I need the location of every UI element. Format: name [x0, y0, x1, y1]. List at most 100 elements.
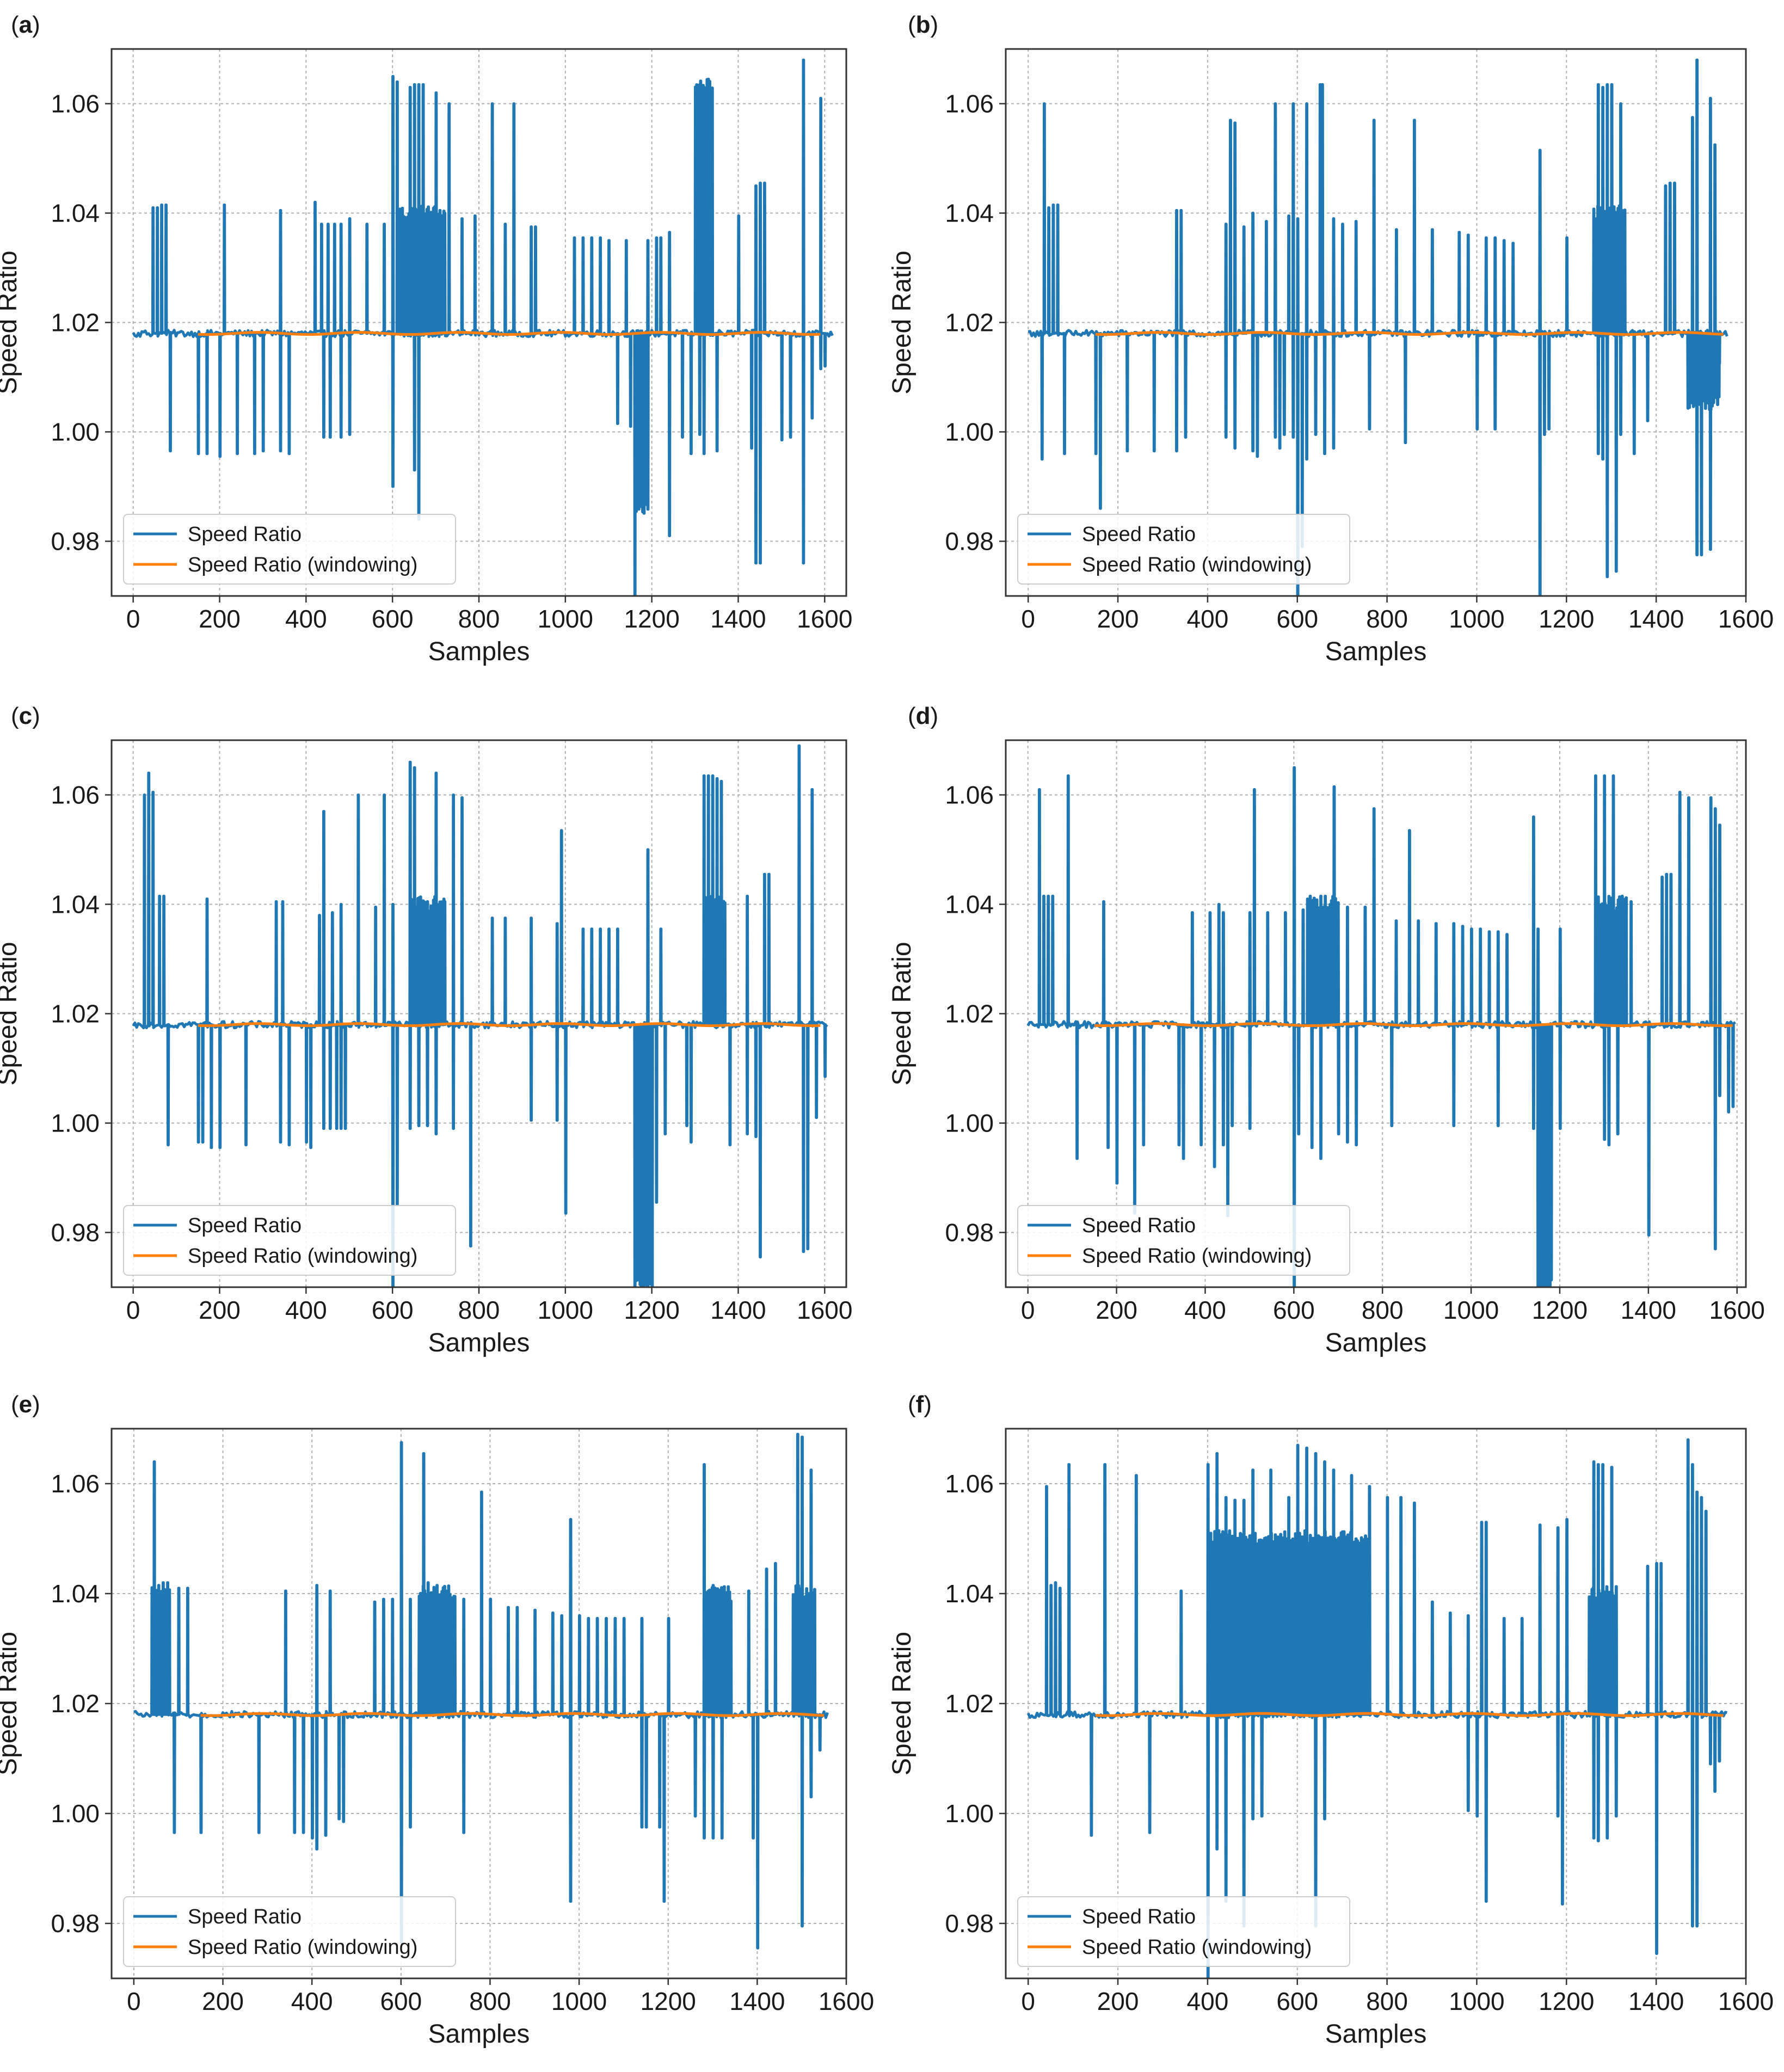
- legend-label: Speed Ratio (windowing): [188, 1245, 417, 1268]
- x-tick-label: 600: [1273, 1296, 1315, 1324]
- x-tick-label: 0: [126, 1296, 140, 1324]
- x-axis-label: Samples: [1325, 637, 1427, 666]
- legend: Speed Ratio Speed Ratio (windowing): [123, 1205, 456, 1276]
- y-tick-label: 1.00: [945, 1799, 994, 1828]
- x-tick-label: 1200: [641, 1987, 696, 2015]
- y-tick-label: 1.04: [945, 1579, 994, 1608]
- y-tick-label: 1.04: [945, 199, 994, 228]
- y-tick-label: 1.02: [51, 309, 100, 337]
- legend-box: [123, 514, 456, 585]
- y-tick-label: 1.06: [945, 781, 994, 809]
- legend-label: Speed Ratio: [1082, 523, 1196, 546]
- x-axis-label: Samples: [428, 1329, 530, 1357]
- axes-frame: [110, 48, 847, 597]
- y-axis-label: Speed Ratio: [888, 942, 916, 1085]
- y-tick-label: 1.00: [945, 1109, 994, 1138]
- x-tick-label: 1200: [624, 605, 679, 633]
- x-tick-label: 1600: [1709, 1296, 1765, 1324]
- chart-panel-c: (c) 0 200 400 600 800 1000 1200 1400 1600 0.98 1.00…: [0, 703, 852, 1357]
- x-tick-label: 400: [285, 605, 327, 633]
- x-tick-label: 800: [1366, 605, 1408, 633]
- y-tick-label: 1.00: [51, 418, 100, 446]
- x-tick-label: 1400: [1628, 605, 1684, 633]
- y-tick-label: 0.98: [51, 1219, 100, 1247]
- x-tick-label: 1600: [1718, 605, 1774, 633]
- x-tick-label: 200: [1097, 1987, 1139, 2015]
- legend-label: Speed Ratio (windowing): [188, 1936, 417, 1959]
- x-tick-label: 400: [285, 1296, 327, 1324]
- x-axis-label: Samples: [1325, 2020, 1427, 2049]
- y-tick-label: 1.02: [51, 1689, 100, 1718]
- x-tick-label: 1200: [624, 1296, 679, 1324]
- windowing-series: [198, 331, 821, 336]
- legend-label: Speed Ratio (windowing): [1082, 554, 1312, 576]
- x-tick-label: 0: [1021, 1987, 1035, 2015]
- x-tick-label: 1000: [1443, 1296, 1499, 1324]
- x-axis-label: Samples: [428, 637, 530, 666]
- x-tick-label: 1400: [710, 605, 766, 633]
- x-tick-label: 800: [1362, 1296, 1404, 1324]
- x-tick-label: 0: [1021, 605, 1035, 633]
- y-axis-label: Speed Ratio: [0, 250, 22, 394]
- x-tick-label: 1400: [1628, 1987, 1684, 2015]
- x-tick-label: 1400: [1621, 1296, 1676, 1324]
- x-tick-label: 600: [372, 605, 414, 633]
- panel-label: (a): [11, 11, 40, 38]
- legend: Speed Ratio Speed Ratio (windowing): [1017, 1896, 1350, 1967]
- x-tick-label: 1000: [538, 1296, 593, 1324]
- x-tick-label: 1600: [797, 1296, 852, 1324]
- y-axis-label: Speed Ratio: [888, 1632, 916, 1775]
- y-tick-label: 1.06: [945, 1470, 994, 1498]
- x-tick-label: 800: [1366, 1987, 1408, 2015]
- y-tick-label: 1.06: [51, 1470, 100, 1498]
- legend-box: [123, 1205, 456, 1276]
- axes-frame: [110, 739, 847, 1288]
- x-tick-label: 0: [1021, 1296, 1035, 1324]
- legend-label: Speed Ratio: [188, 1214, 302, 1237]
- x-tick-label: 600: [1276, 605, 1318, 633]
- y-axis-label: Speed Ratio: [0, 1632, 22, 1775]
- y-tick-label: 1.02: [51, 1000, 100, 1028]
- panel-label: (c): [11, 703, 40, 729]
- legend-label: Speed Ratio: [1082, 1905, 1196, 1928]
- chart-panel-b: (b) 0 200 400 600 800 1000 1200 1400 1600 0.98 1.00…: [888, 11, 1774, 666]
- legend-box: [1017, 1205, 1350, 1276]
- axes-frame: [1005, 48, 1747, 597]
- x-tick-label: 200: [1096, 1296, 1137, 1324]
- panel-letter: d: [916, 703, 931, 729]
- x-tick-label: 600: [372, 1296, 414, 1324]
- y-tick-label: 1.04: [51, 890, 100, 919]
- x-tick-label: 800: [469, 1987, 511, 2015]
- y-tick-label: 1.00: [945, 418, 994, 446]
- y-tick-label: 1.00: [51, 1109, 100, 1138]
- chart-panel-a: (a) 0 200 400 600 800 1000 1200 1400 1600 0.98 1.00…: [0, 11, 852, 666]
- legend: Speed Ratio Speed Ratio (windowing): [1017, 1205, 1350, 1276]
- y-axis-label: Speed Ratio: [888, 250, 916, 394]
- x-tick-label: 1200: [1539, 1987, 1594, 2015]
- windowing-series: [1095, 1712, 1724, 1717]
- panel-letter: e: [19, 1391, 32, 1418]
- x-tick-label: 1000: [1449, 605, 1504, 633]
- x-tick-label: 800: [458, 1296, 500, 1324]
- x-tick-label: 200: [199, 605, 241, 633]
- x-tick-label: 600: [380, 1987, 422, 2015]
- legend-box: [1017, 514, 1350, 585]
- y-tick-label: 0.98: [945, 1909, 994, 1938]
- legend-label: Speed Ratio (windowing): [188, 554, 417, 576]
- x-tick-label: 800: [458, 605, 500, 633]
- legend-label: Speed Ratio (windowing): [1082, 1245, 1312, 1268]
- x-tick-label: 1600: [1718, 1987, 1774, 2015]
- x-tick-label: 1000: [551, 1987, 607, 2015]
- x-tick-label: 600: [1276, 1987, 1318, 2015]
- windowing-series: [1095, 331, 1724, 336]
- chart-panel-d: (d) 0 200 400 600 800 1000 1200 1400 1600 0.98 1.00…: [888, 703, 1765, 1357]
- legend: Speed Ratio Speed Ratio (windowing): [123, 514, 456, 585]
- axes-frame: [1005, 1428, 1747, 1979]
- x-tick-label: 1000: [538, 605, 593, 633]
- x-tick-label: 0: [127, 1987, 141, 2015]
- x-tick-label: 1200: [1539, 605, 1594, 633]
- y-tick-label: 1.04: [51, 1579, 100, 1608]
- y-tick-label: 1.06: [51, 90, 100, 118]
- panel-letter: b: [916, 11, 931, 38]
- windowing-series: [198, 1022, 821, 1028]
